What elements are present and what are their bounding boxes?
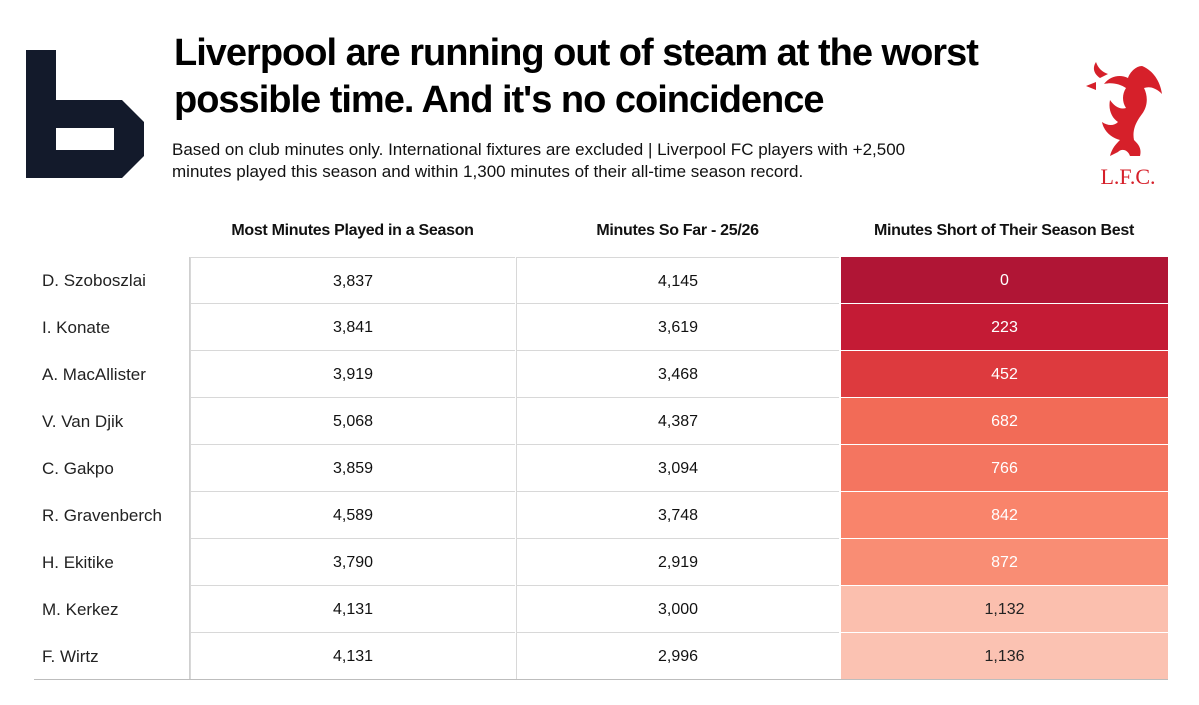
title-line-1: Liverpool are running out of steam at th… [174, 32, 979, 74]
table-row: I. Konate 3,841 3,619 223 [34, 304, 1168, 351]
cell-short: 452 [840, 351, 1168, 398]
player-name: R. Gravenberch [42, 506, 162, 525]
column-header-short: Minutes Short of Their Season Best [873, 222, 1135, 239]
cell-so-far: 2,919 [516, 539, 839, 586]
cell-so-far: 4,145 [516, 257, 839, 304]
table-body: D. Szoboszlai 3,837 4,145 0 I. Konate 3,841 3,… [34, 257, 1168, 680]
table-header: Most Minutes Played in a Season Minutes … [34, 212, 1168, 257]
player-name: C. Gakpo [42, 459, 114, 478]
table-row: D. Szoboszlai 3,837 4,145 0 [34, 257, 1168, 304]
table-row: C. Gakpo 3,859 3,094 766 [34, 445, 1168, 492]
player-name: I. Konate [42, 318, 111, 337]
table-row: F. Wirtz 4,131 2,996 1,136 [34, 633, 1168, 680]
cell-best: 3,837 [190, 257, 515, 304]
cell-best: 3,859 [190, 445, 515, 492]
cell-short: 0 [840, 257, 1168, 304]
cell-short: 842 [840, 492, 1168, 539]
cell-so-far: 3,094 [516, 445, 839, 492]
liverpool-crest-icon: L.F.C. [1086, 62, 1162, 189]
cell-short: 682 [840, 398, 1168, 445]
cell-so-far: 3,000 [516, 586, 839, 633]
page-title: Liverpool are running out of steam at th… [174, 30, 1074, 124]
cell-so-far: 2,996 [516, 633, 839, 680]
table-row: M. Kerkez 4,131 3,000 1,132 [34, 586, 1168, 633]
subtitle-line-1: Based on club minutes only. Internationa… [172, 140, 906, 159]
player-name: F. Wirtz [42, 647, 99, 666]
column-header-best: Most Minutes Played in a Season [231, 222, 474, 239]
minutes-table: Most Minutes Played in a Season Minutes … [34, 212, 1168, 680]
column-header-so-far: Minutes So Far - 25/26 [596, 222, 759, 239]
cell-so-far: 3,468 [516, 351, 839, 398]
subtitle: Based on club minutes only. Internationa… [172, 139, 1052, 183]
table-row: A. MacAllister 3,919 3,468 452 [34, 351, 1168, 398]
cell-so-far: 4,387 [516, 398, 839, 445]
cell-short: 1,132 [840, 586, 1168, 633]
cell-best: 4,131 [190, 586, 515, 633]
cell-best: 3,919 [190, 351, 515, 398]
table-row: H. Ekitike 3,790 2,919 872 [34, 539, 1168, 586]
title-line-2: possible time. And it's no coincidence [174, 79, 825, 121]
cell-short: 1,136 [840, 633, 1168, 680]
cell-best: 3,841 [190, 304, 515, 351]
subtitle-line-2: minutes played this season and within 1,… [172, 162, 804, 181]
player-name: V. Van Djik [42, 412, 124, 431]
table-row: R. Gravenberch 4,589 3,748 842 [34, 492, 1168, 539]
player-name: A. MacAllister [42, 365, 146, 384]
cell-short: 872 [840, 539, 1168, 586]
player-name: M. Kerkez [42, 600, 119, 619]
cell-best: 4,589 [190, 492, 515, 539]
table-row: V. Van Djik 5,068 4,387 682 [34, 398, 1168, 445]
cell-best: 3,790 [190, 539, 515, 586]
player-name: H. Ekitike [42, 553, 114, 572]
crest-text: L.F.C. [1100, 164, 1155, 189]
name-column-divider [189, 257, 190, 680]
table-bottom-rule [34, 679, 1168, 680]
cell-short: 766 [840, 445, 1168, 492]
cell-best: 4,131 [190, 633, 515, 680]
player-name: D. Szoboszlai [42, 271, 146, 290]
cell-so-far: 3,748 [516, 492, 839, 539]
cell-so-far: 3,619 [516, 304, 839, 351]
cell-best: 5,068 [190, 398, 515, 445]
publisher-logo-b [26, 50, 144, 178]
cell-short: 223 [840, 304, 1168, 351]
